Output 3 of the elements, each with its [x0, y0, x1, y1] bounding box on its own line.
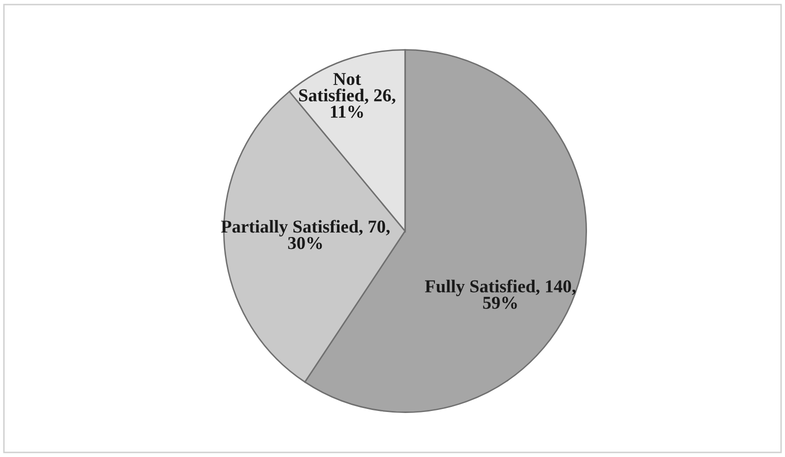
- slice-label: Not Satisfied, 26, 11%: [299, 73, 396, 118]
- slice-label: Fully Satisfied, 140, 59%: [425, 280, 576, 309]
- slice-label: Partially Satisfied, 70, 30%: [221, 220, 390, 250]
